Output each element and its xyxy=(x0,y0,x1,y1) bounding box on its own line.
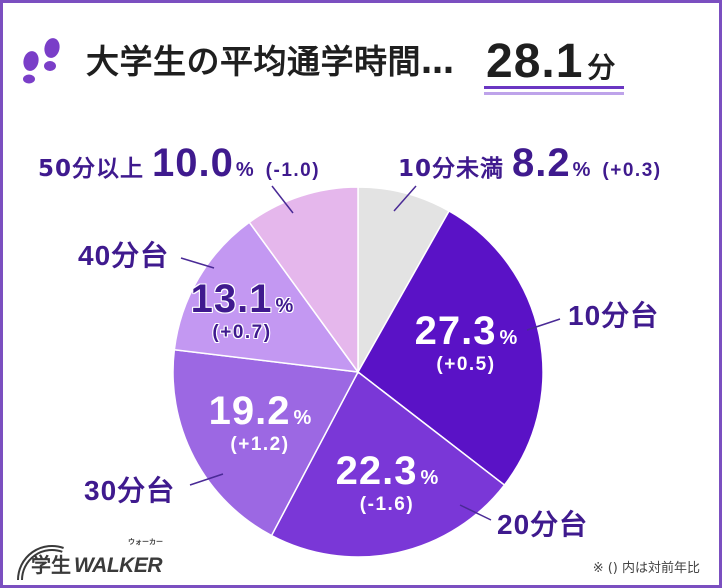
pie-slice-20min xyxy=(270,370,506,558)
average-underline-dark xyxy=(484,86,624,89)
leader-line-50min-plus xyxy=(271,185,294,214)
pie-slice-under-10min xyxy=(357,186,451,375)
leader-line-20min xyxy=(459,504,492,521)
label-change: (+0.3) xyxy=(602,160,662,181)
slice-label-20min: 22.3% (-1.6) xyxy=(312,451,462,519)
slice-percent: 27.3% xyxy=(391,311,541,351)
label-percent: % xyxy=(235,159,254,181)
label-10min: 10分台 xyxy=(568,300,660,331)
label-percent: % xyxy=(572,159,591,181)
leader-line-40min xyxy=(180,257,215,269)
slice-percent-symbol: % xyxy=(293,407,312,429)
label-change: (-1.0) xyxy=(265,160,321,181)
slice-percent: 22.3% xyxy=(312,451,462,491)
pie-slice-10min xyxy=(357,209,544,487)
slice-value: 22.3 xyxy=(335,449,418,493)
average-value: 28.1 xyxy=(486,35,584,88)
label-40min: 40分台 xyxy=(78,240,170,271)
logo-kanji: 学生 xyxy=(31,553,71,577)
label-20min: 20分台 xyxy=(497,509,589,540)
slice-value: 13.1 xyxy=(190,277,273,321)
leader-line-10min xyxy=(526,318,561,331)
pie-chart xyxy=(172,186,544,558)
slice-percent: 13.1% xyxy=(167,279,317,319)
average-unit: 分 xyxy=(587,51,616,84)
label-value: 8.2 xyxy=(512,141,571,185)
average-time: 28.1 分 xyxy=(486,38,615,86)
logo-kana: ウォーカー xyxy=(128,538,163,546)
footprints-icon xyxy=(23,38,60,84)
slice-percent-symbol: % xyxy=(499,327,518,349)
label-50min-plus: 50分以上 10.0 % (-1.0) xyxy=(38,143,320,183)
label-value: 10.0 xyxy=(152,141,234,185)
label-under-10min: 10分未満 8.2 % (+0.3) xyxy=(398,143,662,183)
label-category: 50分以上 xyxy=(38,156,145,182)
footnote: ※ () 内は対前年比 xyxy=(592,561,700,576)
page-title: 大学生の平均通学時間… xyxy=(86,42,455,81)
slice-percent-symbol: % xyxy=(420,467,439,489)
slice-value: 19.2 xyxy=(208,389,291,433)
rainbow-arc-icon xyxy=(16,545,64,581)
label-30min: 30分台 xyxy=(84,475,176,506)
slice-change: (+1.2) xyxy=(230,434,290,455)
label-category: 10分未満 xyxy=(398,156,505,182)
leader-lines xyxy=(180,185,561,521)
slice-percent: 19.2% xyxy=(185,391,335,431)
slice-change: (-1.6) xyxy=(359,494,415,515)
leader-line-30min xyxy=(189,473,224,486)
slice-label-10min: 27.3% (+0.5) xyxy=(391,311,541,379)
slice-percent-symbol: % xyxy=(275,295,294,317)
average-underline-light xyxy=(484,92,624,95)
slice-label-40min: 13.1% (+0.7) xyxy=(167,279,317,347)
logo-wordmark: WALKER xyxy=(74,554,163,577)
slice-change: (+0.5) xyxy=(436,354,496,375)
pie-slice-40min xyxy=(173,221,360,373)
slice-value: 27.3 xyxy=(414,309,497,353)
slice-change: (+0.7) xyxy=(212,322,272,343)
pie-slice-30min xyxy=(172,348,360,537)
pie-slice-50min-plus xyxy=(248,186,359,375)
leader-line-under-10min xyxy=(393,185,417,212)
slice-label-30min: 19.2% (+1.2) xyxy=(185,391,335,459)
